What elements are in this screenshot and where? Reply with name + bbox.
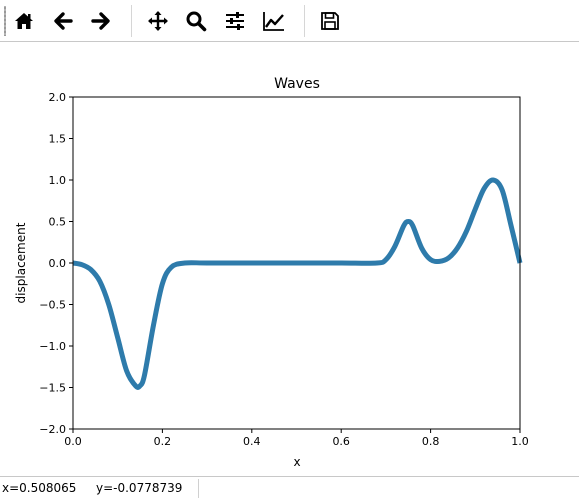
status-bar: x=0.508065 y=-0.0778739 bbox=[0, 476, 579, 500]
home-button[interactable] bbox=[9, 6, 39, 36]
toolbar-grip[interactable] bbox=[4, 6, 6, 36]
toolbar-separator bbox=[131, 5, 132, 37]
plot-lines bbox=[72, 177, 523, 390]
arrow-right-icon bbox=[91, 12, 110, 30]
plot-svg: Waves 0.0 0.2 0.4 0.6 0.8 1.0 2.0 1.5 1.0 0.5 0.0… bbox=[14, 76, 529, 469]
home-icon bbox=[15, 13, 33, 29]
series-line-0 bbox=[72, 177, 523, 390]
x-tick-label: 0.6 bbox=[332, 435, 350, 448]
y-axis-label: displacement bbox=[14, 222, 28, 303]
x-tick-label: 1.0 bbox=[511, 435, 529, 448]
y-tick-label: 1.0 bbox=[49, 174, 67, 187]
chart-title: Waves bbox=[274, 76, 320, 92]
y-tick-label: 0.0 bbox=[49, 257, 67, 270]
y-tick-label: 1.5 bbox=[49, 133, 67, 146]
x-tick-label: 0.0 bbox=[64, 435, 82, 448]
line-chart-icon bbox=[263, 12, 284, 31]
back-button[interactable] bbox=[48, 6, 78, 36]
x-axis: 0.0 0.2 0.4 0.6 0.8 1.0 bbox=[64, 429, 529, 448]
navigation-toolbar bbox=[0, 0, 579, 42]
floppy-disk-icon bbox=[321, 12, 339, 30]
sliders-icon bbox=[226, 12, 244, 30]
y-tick-label: −1.5 bbox=[39, 382, 66, 395]
y-tick-label: 0.5 bbox=[49, 216, 67, 229]
zoom-button[interactable] bbox=[181, 6, 211, 36]
y-tick-label: −0.5 bbox=[39, 299, 66, 312]
configure-subplots-button[interactable] bbox=[220, 6, 250, 36]
edit-axes-button[interactable] bbox=[259, 6, 289, 36]
toolbar-separator bbox=[304, 5, 305, 37]
y-tick-label: 2.0 bbox=[49, 91, 67, 104]
status-divider bbox=[198, 479, 199, 498]
magnifier-icon bbox=[186, 11, 207, 32]
y-tick-label: −1.0 bbox=[39, 340, 66, 353]
x-tick-label: 0.2 bbox=[154, 435, 172, 448]
x-coordinate-readout: x=0.508065 bbox=[2, 481, 77, 495]
move-icon bbox=[148, 11, 168, 31]
y-axis: 2.0 1.5 1.0 0.5 0.0 −0.5 −1.0 −1.5 −2.0 bbox=[39, 91, 73, 436]
x-tick-label: 0.8 bbox=[422, 435, 440, 448]
arrow-left-icon bbox=[54, 12, 73, 30]
save-button[interactable] bbox=[315, 6, 345, 36]
y-tick-label: −2.0 bbox=[39, 423, 66, 436]
x-axis-label: x bbox=[293, 455, 300, 469]
pan-button[interactable] bbox=[143, 6, 173, 36]
y-coordinate-readout: y=-0.0778739 bbox=[96, 481, 183, 495]
figure-canvas[interactable]: Waves 0.0 0.2 0.4 0.6 0.8 1.0 2.0 1.5 1.0 0.5 0.0… bbox=[0, 43, 579, 476]
x-tick-label: 0.4 bbox=[243, 435, 261, 448]
forward-button[interactable] bbox=[86, 6, 116, 36]
